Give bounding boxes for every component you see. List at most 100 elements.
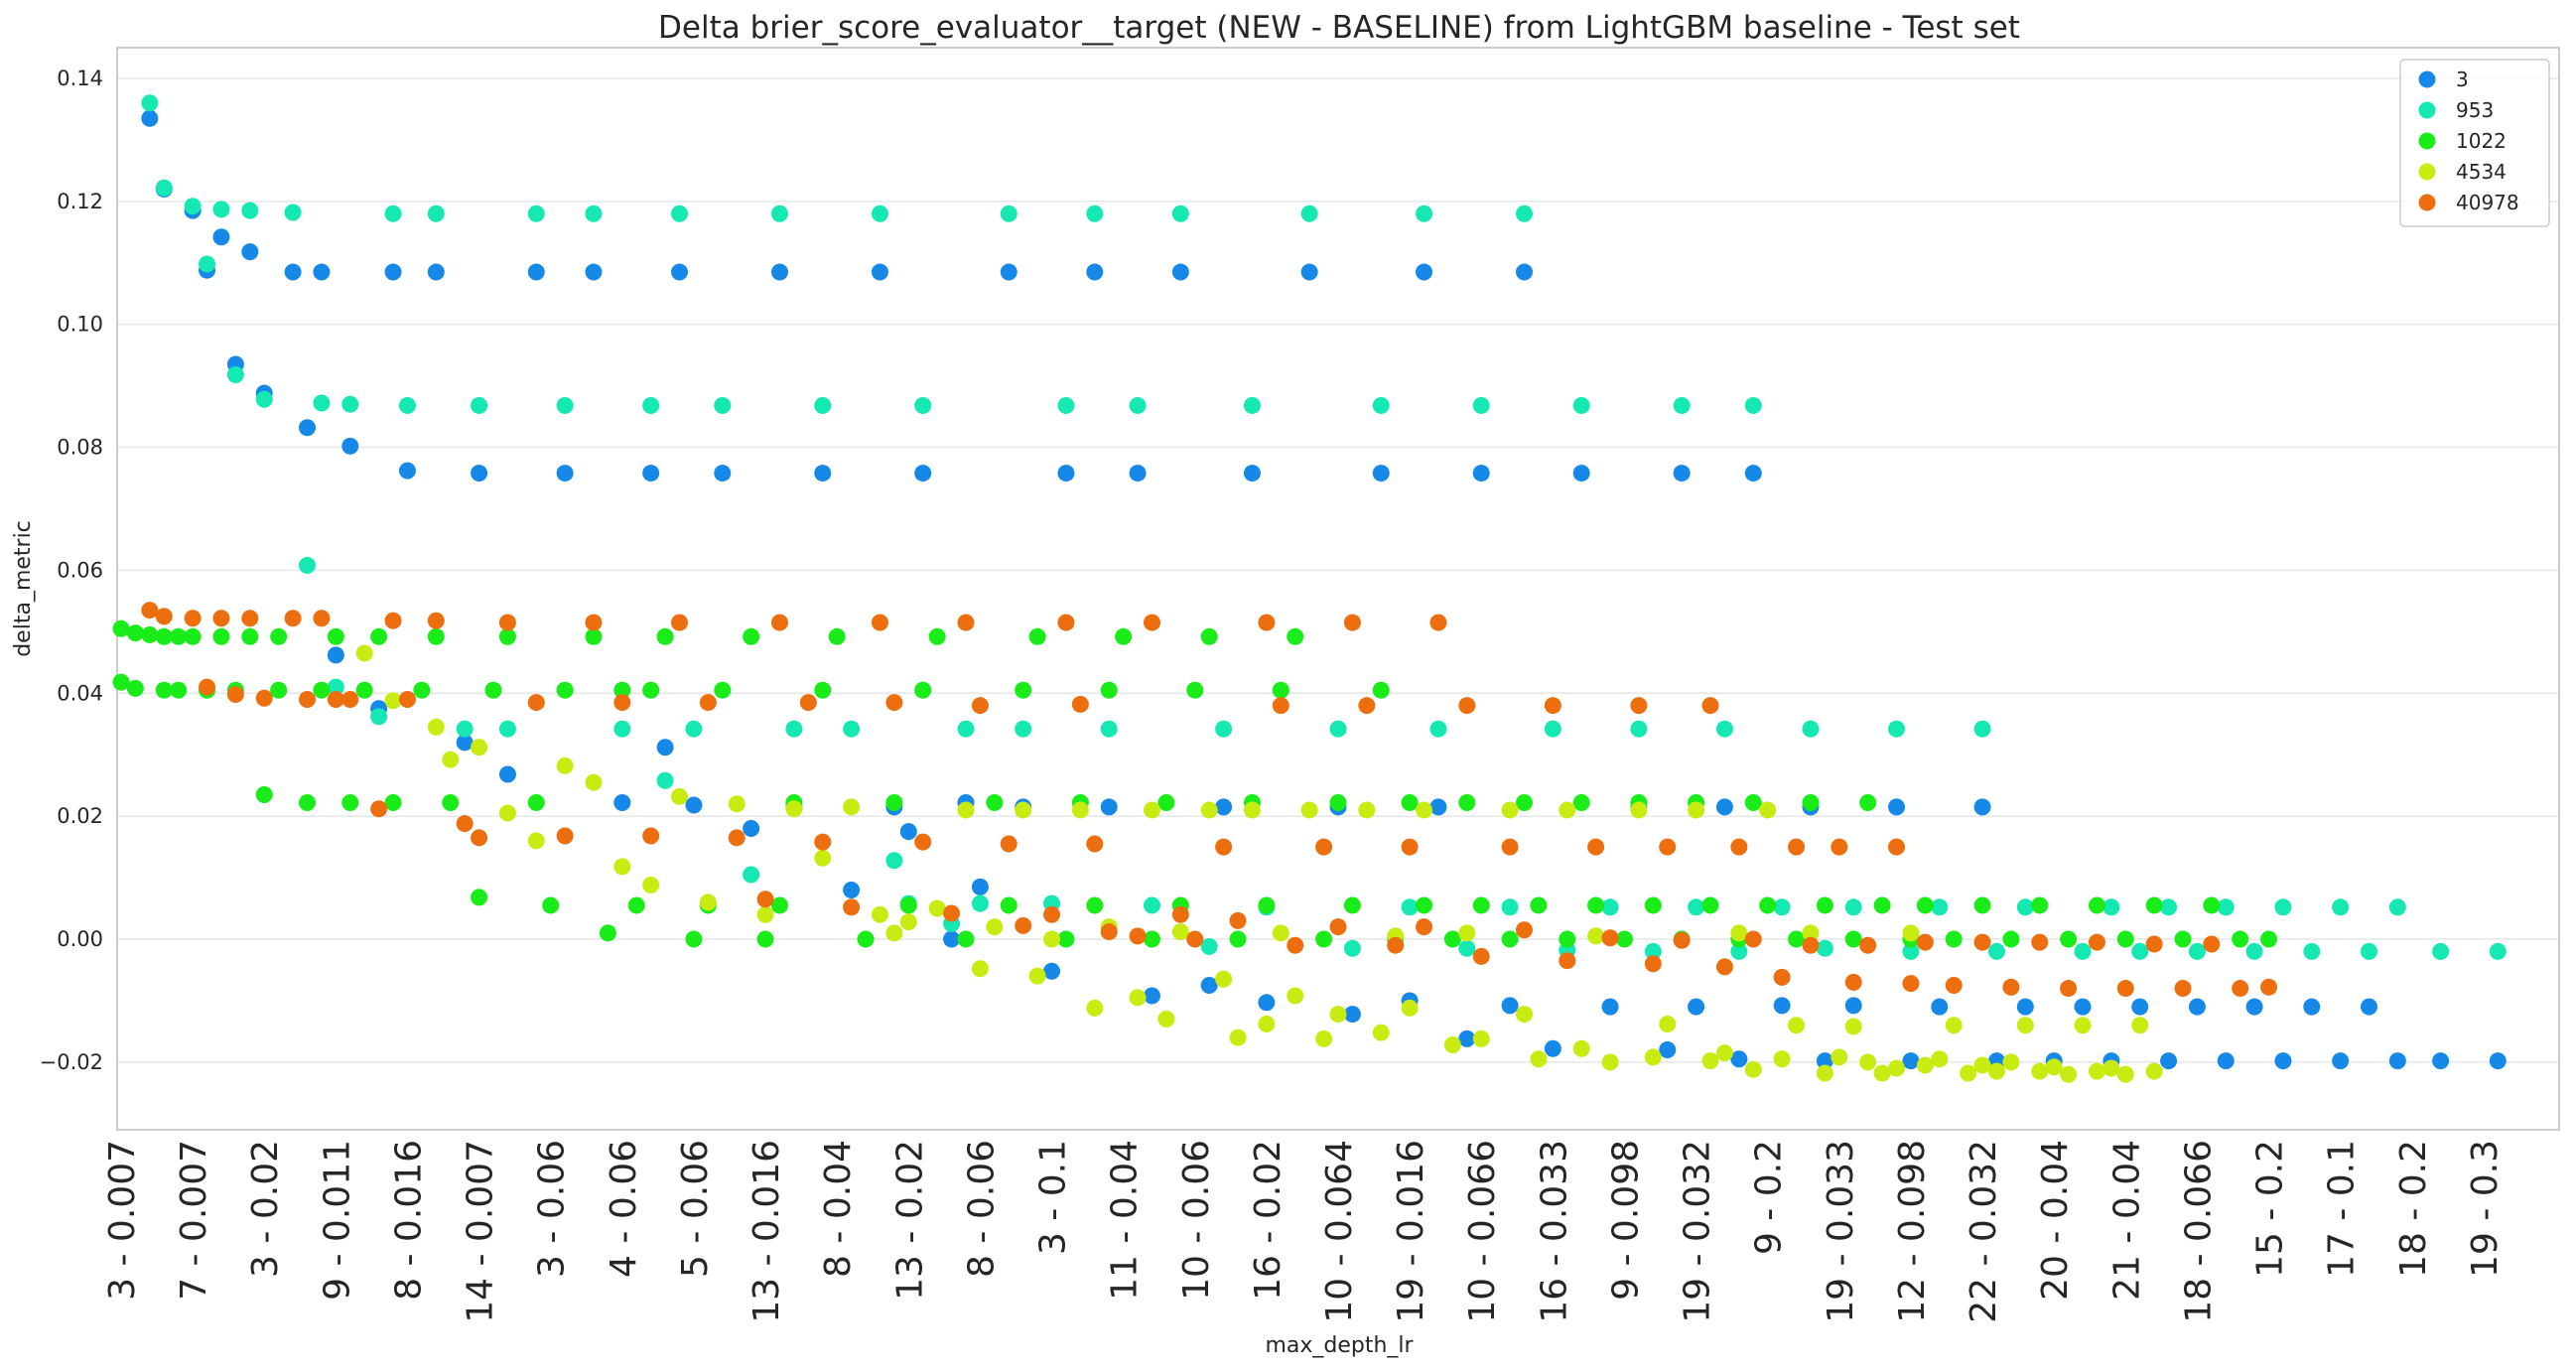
data-point: [556, 681, 574, 699]
data-point: [814, 465, 832, 482]
data-point: [2245, 998, 2263, 1016]
data-point: [1329, 918, 1347, 936]
data-point: [1644, 942, 1662, 960]
data-point: [299, 556, 317, 574]
data-point: [1931, 898, 1949, 916]
legend-marker: [2418, 163, 2436, 181]
data-point: [1028, 967, 1046, 985]
x-tick-label: 22 - 0.032: [1964, 1140, 2004, 1323]
data-point: [1945, 1017, 1963, 1034]
data-point: [1559, 801, 1576, 819]
data-point: [1272, 697, 1289, 715]
data-point: [1115, 627, 1133, 645]
data-point: [2174, 930, 2192, 948]
data-point: [1973, 896, 1991, 914]
data-point: [1315, 838, 1333, 856]
data-point: [1501, 898, 1519, 916]
data-point: [642, 396, 660, 414]
data-point: [1401, 898, 1419, 916]
data-point: [1587, 927, 1605, 945]
data-point: [971, 697, 989, 715]
data-point: [270, 681, 288, 699]
x-tick-label: 9 - 0.098: [1605, 1140, 1646, 1301]
data-point: [241, 243, 259, 261]
data-point: [498, 720, 516, 738]
y-tick-label: 0.08: [57, 436, 103, 460]
data-point: [943, 904, 961, 922]
data-point: [885, 852, 903, 870]
x-tick-label: 9 - 0.2: [1749, 1140, 1790, 1255]
data-point: [843, 898, 861, 916]
plot-area-frame: [116, 47, 2560, 1131]
data-point: [1215, 720, 1233, 738]
data-point: [2203, 935, 2221, 953]
data-point: [442, 751, 460, 768]
data-point: [212, 610, 230, 627]
data-point: [1516, 205, 1534, 222]
data-point: [398, 396, 416, 414]
data-point: [2274, 898, 2292, 916]
data-point: [685, 796, 703, 814]
data-point: [1659, 1040, 1677, 1058]
data-point: [498, 627, 516, 645]
data-point: [613, 720, 631, 738]
data-point: [756, 905, 774, 923]
x-tick-label: 13 - 0.016: [746, 1140, 787, 1323]
data-point: [699, 893, 717, 911]
data-point: [2274, 1052, 2292, 1070]
data-point: [957, 930, 975, 948]
data-point: [914, 465, 932, 482]
data-point: [671, 787, 689, 805]
x-tick-label: 8 - 0.06: [961, 1140, 1002, 1278]
data-point: [2060, 1065, 2078, 1083]
data-point: [1802, 924, 1820, 942]
data-point: [284, 263, 302, 281]
data-point: [914, 833, 932, 851]
data-point: [1043, 930, 1061, 948]
data-point: [1443, 930, 1461, 948]
y-tick-label: 0.12: [57, 190, 103, 213]
data-point: [1129, 465, 1147, 482]
data-point: [1329, 1006, 1347, 1024]
data-point: [1472, 1029, 1490, 1047]
data-point: [2332, 898, 2350, 916]
data-point: [1673, 465, 1691, 482]
legend-marker: [2418, 70, 2436, 88]
data-point: [299, 794, 317, 812]
data-point: [1229, 911, 1247, 929]
data-point: [2116, 980, 2134, 998]
x-tick-label: 20 - 0.04: [2035, 1140, 2076, 1301]
legend-label: 4534: [2456, 160, 2507, 184]
data-point: [2203, 896, 2221, 914]
data-point: [1902, 1052, 1920, 1070]
data-point: [1859, 1053, 1877, 1071]
data-point: [212, 627, 230, 645]
data-point: [299, 419, 317, 437]
data-point: [1902, 924, 1920, 942]
data-point: [1931, 998, 1949, 1016]
data-point: [384, 263, 402, 281]
data-point: [1458, 924, 1476, 942]
data-point: [957, 720, 975, 738]
data-point: [1300, 205, 1318, 222]
data-point: [1572, 396, 1590, 414]
data-point: [427, 718, 445, 736]
data-point: [1601, 898, 1619, 916]
data-point: [1844, 997, 1862, 1015]
data-point: [1100, 720, 1118, 738]
legend-label: 1022: [2456, 129, 2507, 153]
data-point: [1973, 720, 1991, 738]
data-point: [2088, 1062, 2105, 1080]
data-point: [1715, 798, 1733, 816]
data-point: [1258, 1015, 1276, 1032]
data-point: [442, 794, 460, 812]
data-point: [1501, 801, 1519, 819]
x-tick-label: 3 - 0.02: [245, 1140, 286, 1278]
data-point: [1730, 838, 1748, 856]
data-point: [599, 924, 616, 942]
x-tick-label: 18 - 0.2: [2393, 1140, 2434, 1278]
data-point: [1358, 697, 1376, 715]
data-point: [1544, 1039, 1561, 1057]
x-tick-label: 14 - 0.007: [461, 1140, 501, 1323]
data-point: [585, 205, 603, 222]
